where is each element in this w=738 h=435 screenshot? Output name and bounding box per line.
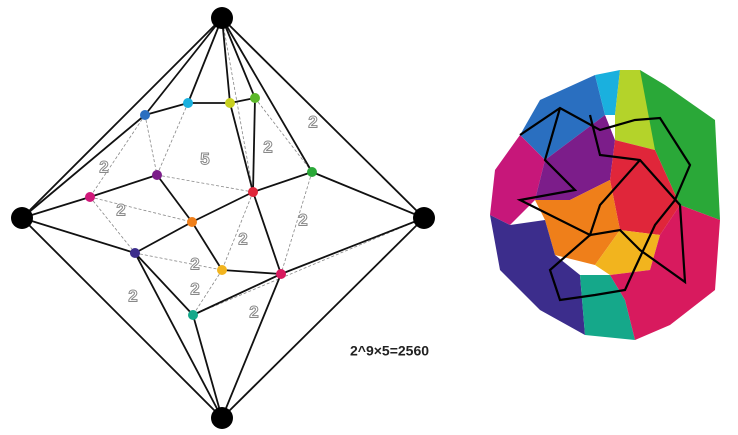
edge — [221, 273, 282, 419]
edge — [221, 217, 425, 419]
edge — [221, 17, 313, 173]
edge-dashed — [89, 196, 193, 223]
edge — [192, 314, 223, 419]
edge-dashed — [254, 97, 313, 173]
edge-dashed — [156, 102, 189, 176]
edge-dashed — [192, 269, 223, 316]
edge — [252, 191, 282, 275]
edge — [134, 221, 193, 254]
node — [211, 407, 233, 429]
node — [130, 248, 140, 258]
node — [11, 207, 33, 229]
face-label: 2 — [249, 302, 258, 321]
node — [276, 269, 286, 279]
node — [188, 310, 198, 320]
edge — [221, 17, 256, 99]
edge — [156, 174, 193, 223]
edge — [21, 17, 223, 219]
edge — [21, 217, 223, 419]
node — [211, 7, 233, 29]
edge — [252, 97, 256, 193]
edge — [191, 221, 223, 271]
edge — [187, 17, 223, 104]
edge — [280, 217, 425, 275]
face-label: 2 — [116, 200, 125, 219]
edge — [252, 171, 313, 193]
edge — [134, 252, 223, 419]
node — [248, 187, 258, 197]
edge — [229, 102, 254, 193]
node — [140, 110, 150, 120]
face-label: 2 — [238, 229, 247, 248]
face-label: 2 — [190, 279, 199, 298]
polyhedron — [490, 70, 720, 340]
edge-dashed — [221, 191, 254, 271]
node — [413, 207, 435, 229]
edge-dashed — [280, 171, 313, 275]
edge — [221, 17, 231, 104]
edge-dashed — [89, 196, 136, 254]
edge — [21, 114, 146, 219]
edge-dashed — [192, 217, 425, 316]
node — [225, 98, 235, 108]
face-label: 2 — [308, 112, 317, 131]
edge — [192, 273, 282, 316]
face-label: 2 — [190, 254, 199, 273]
node — [217, 265, 227, 275]
face-label: 2 — [99, 157, 108, 176]
edge — [221, 269, 282, 275]
edge — [21, 196, 91, 219]
node — [152, 170, 162, 180]
edge-dashed — [144, 114, 158, 176]
equation: 2^9×5=2560 — [350, 343, 429, 359]
edge — [311, 171, 425, 219]
face-label: 2 — [128, 286, 137, 305]
graph: 2 2 2 5 2 2 2 2 2 2 2 — [11, 7, 435, 429]
face-label: 2 — [263, 137, 272, 156]
edge — [221, 17, 425, 219]
node — [187, 217, 197, 227]
edge-dashed — [156, 174, 254, 193]
edge — [144, 102, 189, 116]
edge-dashed — [89, 114, 146, 198]
edge — [191, 191, 254, 223]
node — [85, 192, 95, 202]
edge — [21, 217, 136, 254]
edge — [89, 174, 158, 198]
node — [307, 167, 317, 177]
face-label: 2 — [298, 210, 307, 229]
node — [250, 93, 260, 103]
edge — [134, 252, 194, 316]
edge — [144, 17, 223, 116]
face-label: 5 — [200, 149, 209, 168]
node — [183, 98, 193, 108]
edge-dashed — [221, 17, 254, 193]
